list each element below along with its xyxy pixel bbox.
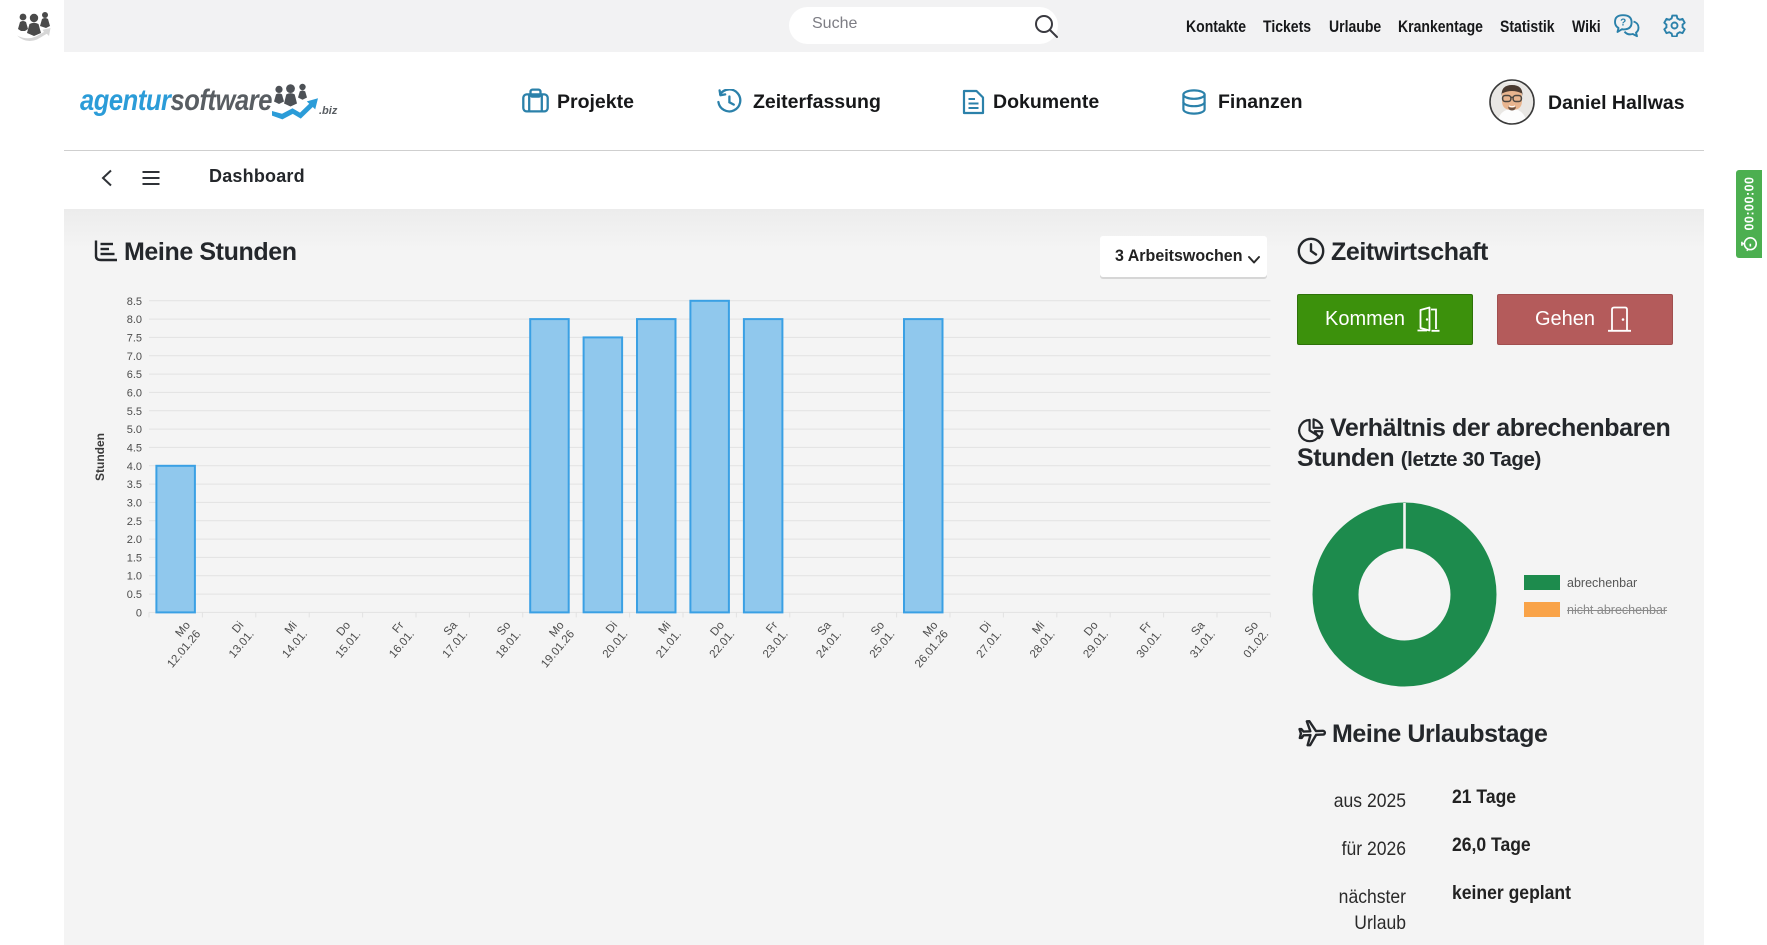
- svg-text:7.0: 7.0: [127, 351, 142, 363]
- svg-text:4.0: 4.0: [127, 461, 142, 473]
- svg-text:20.01.: 20.01.: [601, 628, 631, 660]
- svg-text:14.01.: 14.01.: [280, 628, 310, 660]
- svg-text:16.01.: 16.01.: [387, 628, 417, 660]
- svg-text:4.5: 4.5: [127, 442, 142, 454]
- svg-text:3.0: 3.0: [127, 497, 142, 509]
- svg-text:Mi: Mi: [657, 620, 674, 637]
- svg-text:2.0: 2.0: [127, 534, 142, 546]
- svg-text:1.5: 1.5: [127, 552, 142, 564]
- svg-text:Stunden: Stunden: [93, 433, 107, 481]
- svg-text:28.01.: 28.01.: [1028, 628, 1058, 660]
- svg-text:27.01.: 27.01.: [975, 628, 1005, 660]
- svg-text:1.0: 1.0: [127, 571, 142, 583]
- svg-text:8.5: 8.5: [127, 296, 142, 308]
- svg-text:23.01.: 23.01.: [761, 628, 791, 660]
- svg-text:6.5: 6.5: [127, 369, 142, 381]
- svg-text:Mi: Mi: [1030, 620, 1047, 637]
- svg-text:?: ?: [1620, 18, 1626, 29]
- svg-text:0: 0: [136, 607, 142, 619]
- svg-text:6.0: 6.0: [127, 387, 142, 399]
- svg-text:8.0: 8.0: [127, 314, 142, 326]
- svg-text:21.01.: 21.01.: [654, 628, 684, 660]
- svg-text:3.5: 3.5: [127, 479, 142, 491]
- svg-text:0.5: 0.5: [127, 589, 142, 601]
- svg-text:7.5: 7.5: [127, 332, 142, 344]
- svg-text:13.01.: 13.01.: [227, 628, 257, 660]
- svg-text:5.5: 5.5: [127, 406, 142, 418]
- svg-text:5.0: 5.0: [127, 424, 142, 436]
- svg-text:30.01.: 30.01.: [1135, 628, 1165, 660]
- svg-text:2.5: 2.5: [127, 516, 142, 528]
- svg-text:Mi: Mi: [283, 620, 300, 637]
